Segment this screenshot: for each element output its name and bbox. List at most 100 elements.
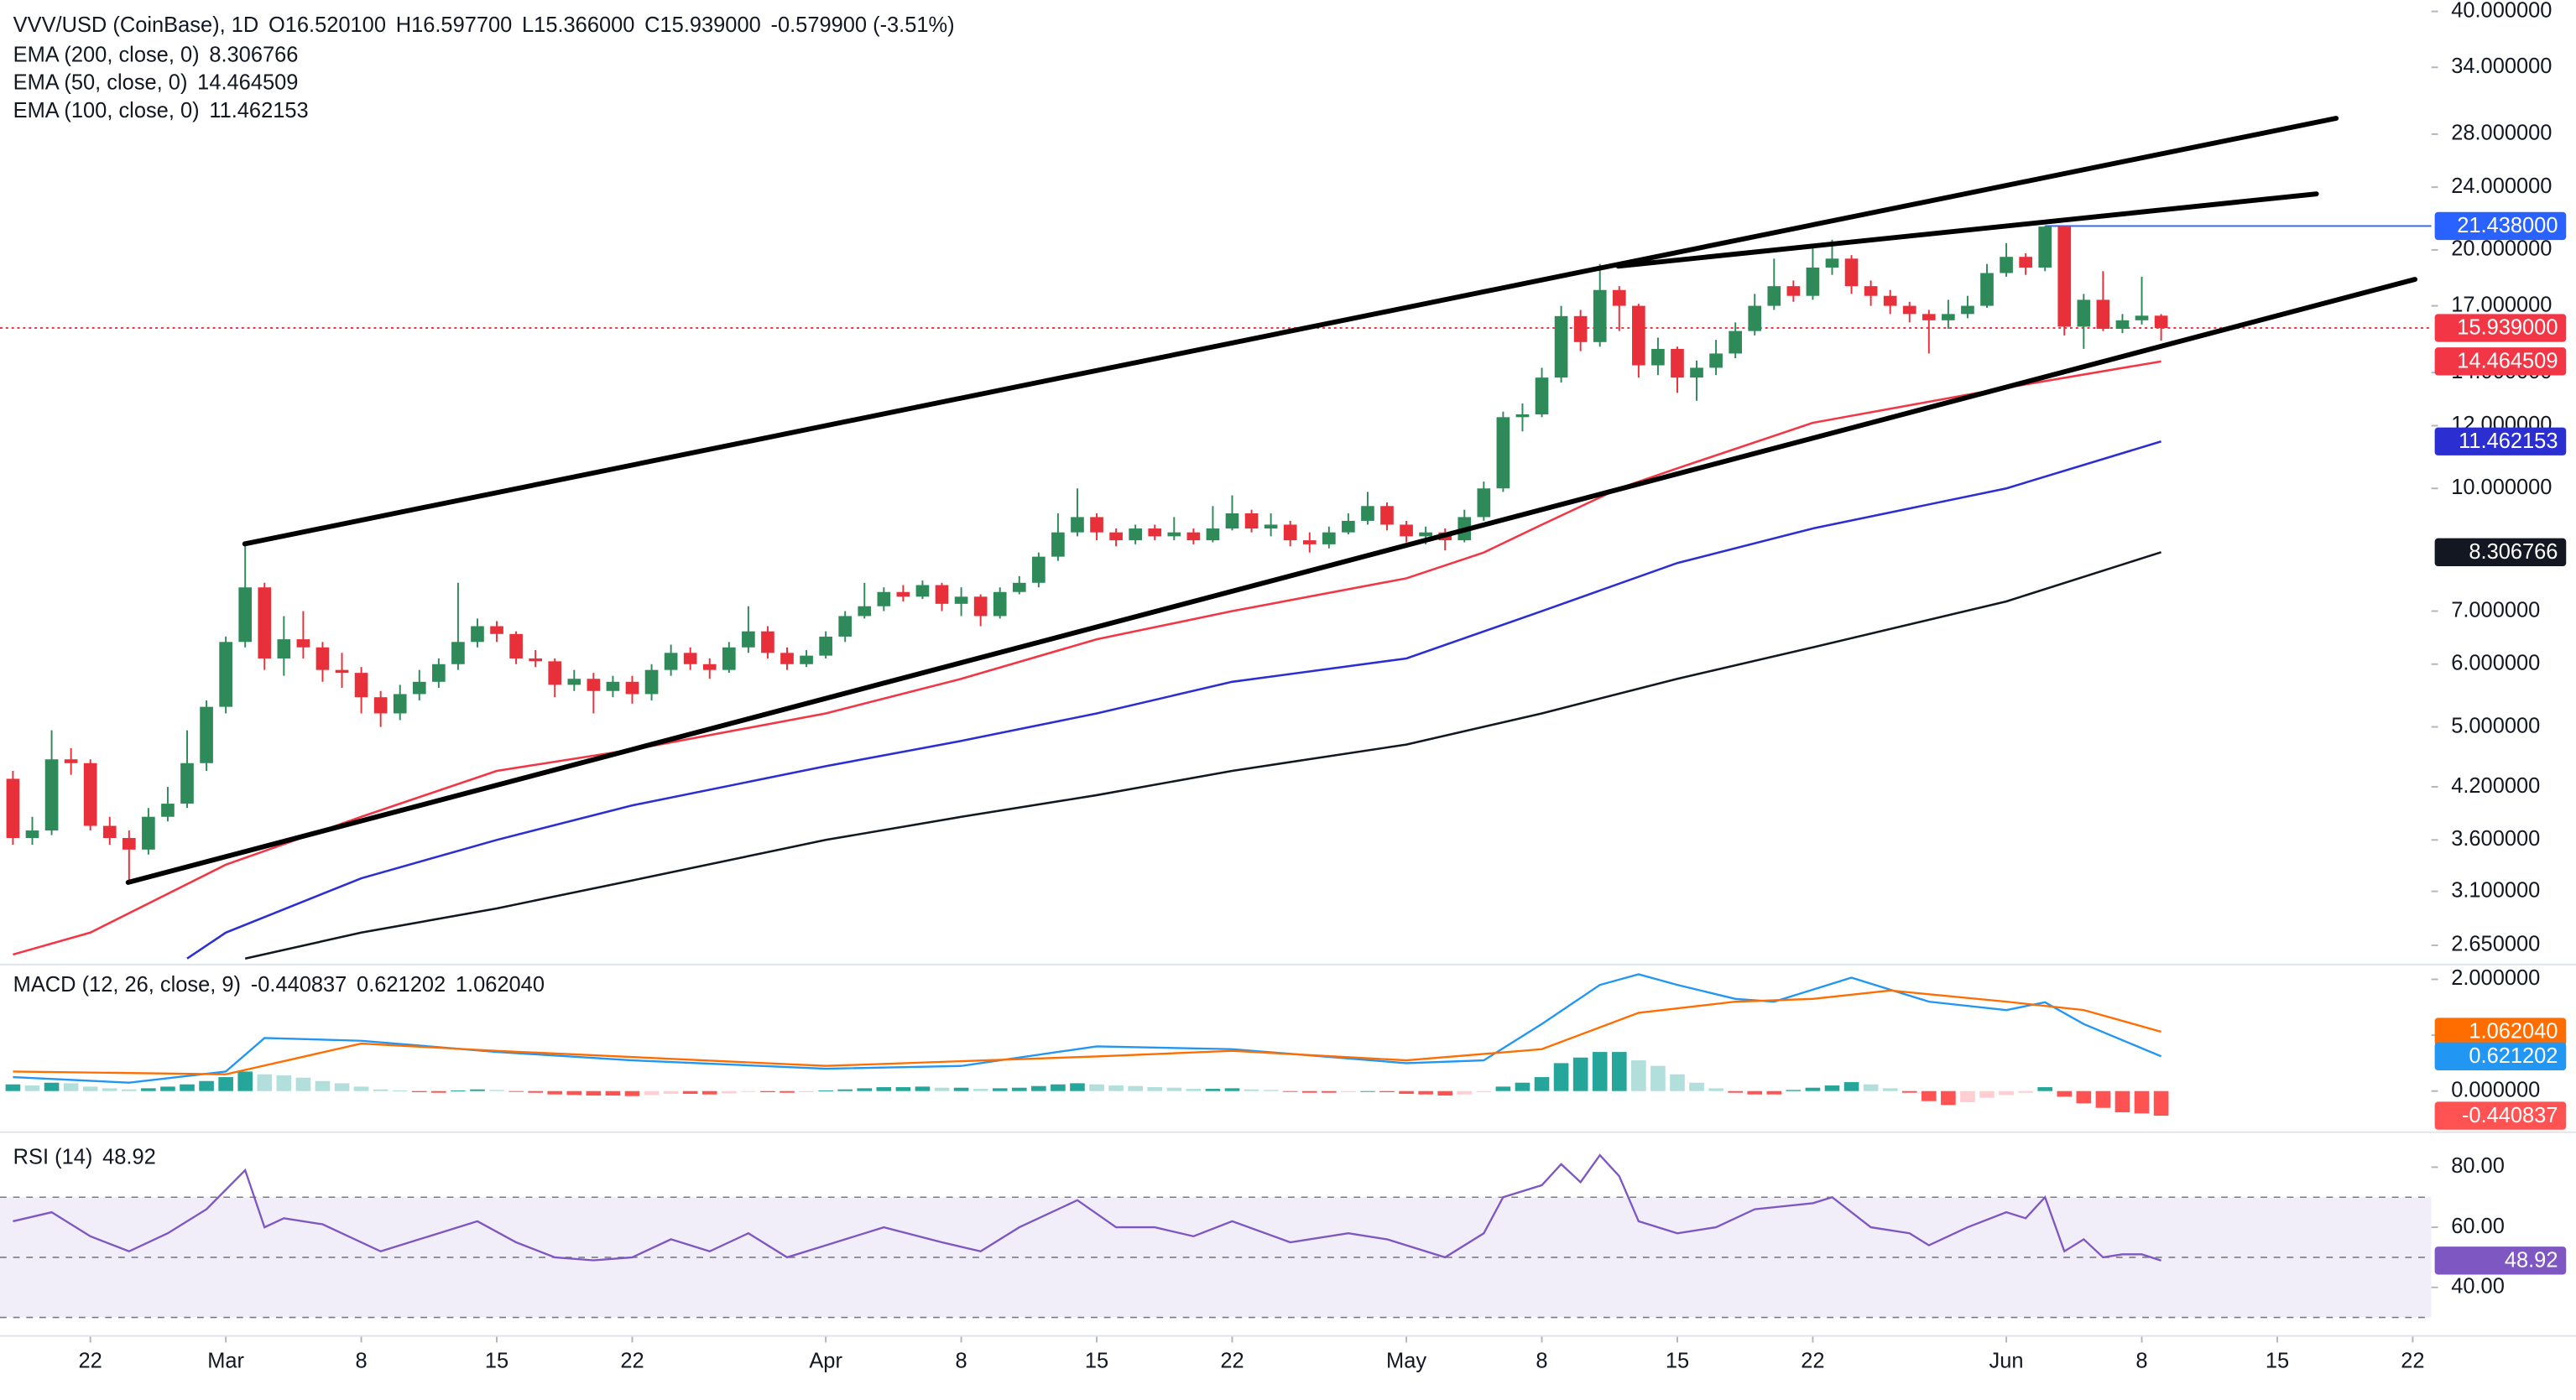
legend: VVV/USD (CoinBase), 1D O16.520100 H16.5977… — [13, 13, 955, 1169]
histogram-bar — [1166, 1087, 1182, 1091]
price-label: 11.462153 — [2459, 429, 2558, 453]
price-label: 8.306766 — [2469, 540, 2558, 564]
histogram-bar — [373, 1089, 388, 1091]
price-label: 48.92 — [2505, 1248, 2558, 1272]
candle-body — [954, 596, 968, 604]
price-label-box — [2434, 1017, 2567, 1046]
histogram-bar — [1863, 1084, 1879, 1091]
candle-body — [1844, 258, 1859, 287]
histogram-bar — [644, 1090, 660, 1096]
candle-body — [587, 679, 601, 691]
y-tick-label: 40.00 — [2451, 1274, 2505, 1298]
histogram-bar — [295, 1077, 311, 1091]
candle-body — [1283, 524, 1297, 541]
histogram-bar — [722, 1090, 737, 1094]
histogram-bar — [780, 1090, 795, 1093]
legend-title: MACD (12, 26, close, 9) — [13, 973, 241, 997]
histogram-bar — [1650, 1065, 1666, 1091]
candle-body — [567, 679, 581, 685]
candle-body — [722, 647, 736, 670]
price-label-box — [2434, 314, 2567, 342]
y-tick-label: 20.000000 — [2451, 237, 2552, 261]
candle-body — [161, 804, 175, 817]
price-label-box — [2434, 1246, 2567, 1275]
histogram-bar — [973, 1089, 988, 1091]
histogram-bar — [741, 1090, 756, 1092]
x-tick-label: Jun — [1989, 1350, 2024, 1373]
histogram-bar — [1922, 1090, 1937, 1101]
legend-value: 48.92 — [102, 1146, 156, 1169]
candle-body — [1167, 532, 1181, 537]
histogram-bar — [1399, 1090, 1414, 1095]
histogram-bar — [1437, 1090, 1453, 1096]
price-label-box — [2434, 427, 2567, 455]
histogram-bar — [2134, 1090, 2150, 1114]
legend-entry: EMA (50, close, 0) — [13, 71, 188, 95]
candle-body — [180, 762, 194, 804]
x-tick-label: 8 — [956, 1350, 967, 1373]
legend-entry: EMA (200, close, 0) — [13, 43, 200, 66]
candle-body — [1709, 353, 1723, 368]
candle-body — [1186, 532, 1201, 541]
histogram-bar — [24, 1085, 40, 1091]
histogram-bar — [1224, 1088, 1240, 1091]
candle-body — [1902, 305, 1916, 315]
histogram-bar — [1418, 1090, 1433, 1095]
candle-body — [1090, 517, 1103, 533]
histogram-bar — [1766, 1090, 1782, 1095]
histogram-bar — [1341, 1090, 1356, 1093]
indicator-line — [244, 551, 2161, 960]
candle-body — [432, 664, 446, 682]
histogram-bar — [837, 1089, 853, 1091]
y-tick-label: 17.000000 — [2451, 293, 2552, 316]
histogram-bar — [1108, 1085, 1124, 1091]
histogram-bar — [2076, 1090, 2092, 1104]
candle-body — [606, 681, 620, 691]
histogram-bar — [1089, 1084, 1104, 1091]
trend-lines — [125, 116, 2418, 885]
histogram-bar — [624, 1090, 640, 1096]
histogram-bar — [82, 1086, 98, 1091]
histogram-bar — [1941, 1090, 1956, 1106]
candle-body — [877, 591, 891, 606]
histogram-bar — [276, 1075, 292, 1091]
candle-body — [548, 661, 562, 685]
price-label-box — [2434, 347, 2567, 376]
legend-ohlc: L15.366000 — [522, 13, 634, 37]
price-label-box — [2434, 538, 2567, 566]
candle-body — [2000, 257, 2013, 273]
histogram-bar — [701, 1090, 717, 1095]
histogram-bar — [141, 1088, 156, 1091]
x-tick-label: 15 — [485, 1350, 508, 1373]
histogram-bar — [1553, 1063, 1569, 1091]
price-label: 14.464509 — [2457, 350, 2558, 373]
candle-body — [354, 673, 368, 698]
candle-body — [1942, 314, 1955, 320]
x-tick-label: May — [1386, 1350, 1426, 1373]
histogram-bar — [760, 1090, 775, 1093]
histogram-bar — [1495, 1086, 1511, 1091]
candle-body — [277, 639, 291, 658]
histogram-bar — [1379, 1090, 1395, 1093]
histogram-bar — [547, 1090, 563, 1095]
candle-body — [64, 759, 78, 763]
histogram-bar — [818, 1090, 833, 1092]
y-tick-label: 5.000000 — [2451, 714, 2540, 737]
candle-body — [1380, 506, 1394, 525]
histogram-bar — [1128, 1085, 1143, 1091]
y-tick-label: 2.650000 — [2451, 933, 2540, 956]
histogram-bar — [2018, 1090, 2033, 1093]
legend-value: 11.462153 — [209, 99, 308, 122]
histogram-bar — [122, 1089, 137, 1091]
candle-body — [973, 596, 988, 617]
histogram-bar — [1999, 1090, 2014, 1096]
histogram-bar — [102, 1088, 117, 1091]
histogram-bar — [1611, 1052, 1627, 1091]
candle-body — [258, 587, 272, 658]
histogram-bar — [663, 1090, 679, 1095]
histogram-bar — [566, 1090, 582, 1096]
histogram-bar — [1592, 1052, 1608, 1091]
candle-body — [683, 653, 697, 664]
